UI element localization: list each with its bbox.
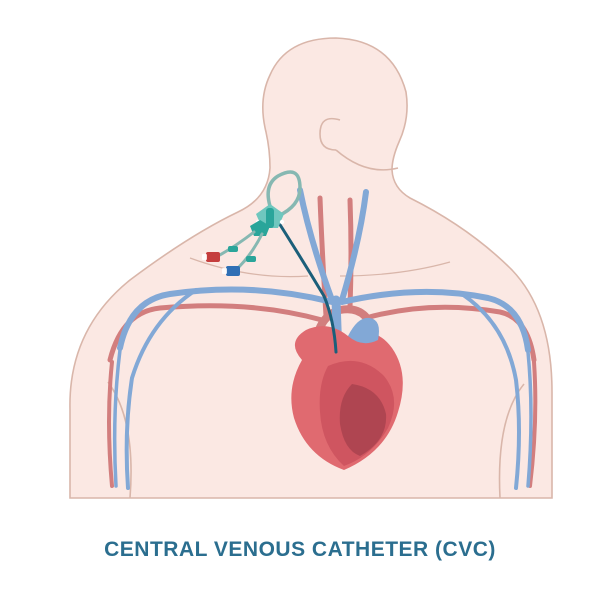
cvc-illustration	[0, 0, 600, 600]
caption-text: CENTRAL VENOUS CATHETER (CVC)	[0, 538, 600, 562]
diagram-stage: CENTRAL VENOUS CATHETER (CVC)	[0, 0, 600, 600]
clamp-1	[228, 246, 238, 252]
carotid-right	[350, 200, 351, 308]
clamp-2	[246, 256, 256, 262]
